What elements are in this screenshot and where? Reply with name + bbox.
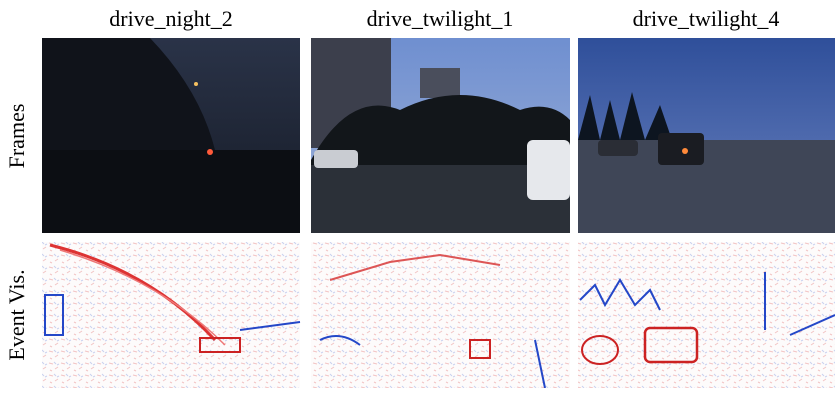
event-image — [311, 242, 570, 388]
column-title: drive_twilight_1 — [367, 6, 514, 31]
event-image — [42, 242, 300, 388]
row-label: Frames — [4, 104, 29, 169]
event-image — [578, 242, 835, 388]
row-label: Event Vis. — [4, 269, 29, 360]
frame-image — [311, 38, 570, 233]
column-title: drive_night_2 — [109, 6, 232, 31]
column-title: drive_twilight_4 — [633, 6, 780, 31]
page: drive_night_2 drive_twilight_1 drive_twi… — [0, 0, 835, 388]
figure: drive_night_2 drive_twilight_1 drive_twi… — [0, 0, 835, 388]
frame-image — [42, 38, 300, 233]
frame-image — [578, 38, 835, 233]
